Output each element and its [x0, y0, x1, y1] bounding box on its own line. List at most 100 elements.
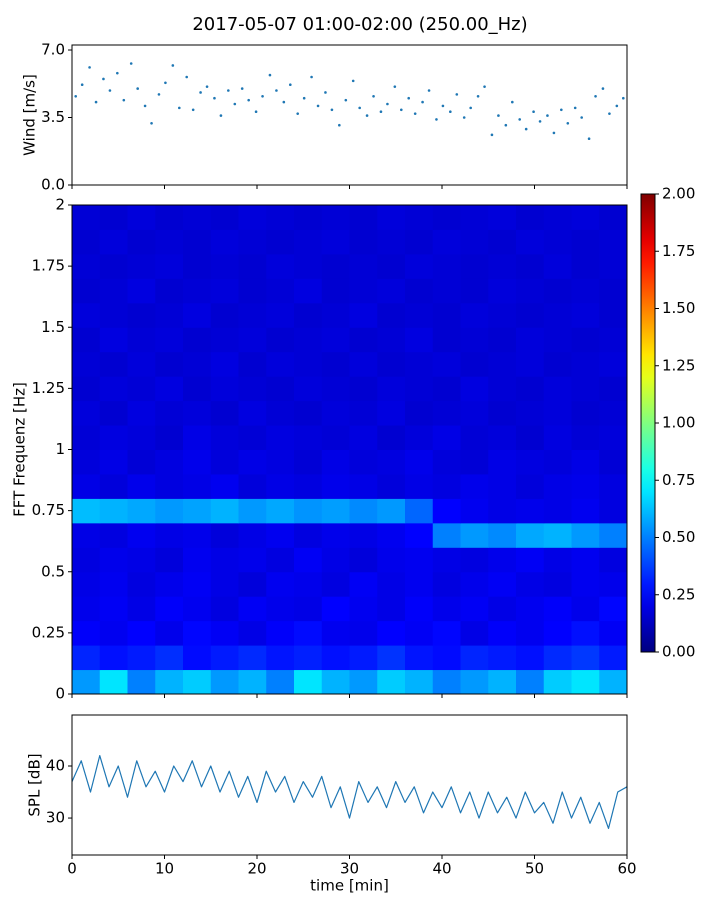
heatmap-cell — [405, 253, 434, 279]
heatmap-cell — [294, 229, 323, 255]
colorbar-tick-label: 0.50 — [662, 528, 695, 546]
heatmap-cell — [99, 327, 128, 353]
heatmap-cell — [516, 498, 545, 524]
heatmap-cell — [238, 620, 267, 646]
heatmap-cell — [127, 278, 156, 304]
heatmap-cell — [488, 473, 517, 499]
heatmap-cell — [294, 645, 323, 671]
heatmap-cell — [460, 473, 489, 499]
heatmap-cell — [516, 547, 545, 573]
heatmap-cell — [405, 400, 434, 426]
heatmap-cell — [294, 522, 323, 548]
heatmap-cell — [543, 498, 572, 524]
y-tick-label: 30 — [46, 809, 65, 827]
wind-point — [483, 85, 486, 88]
heatmap-cell — [349, 205, 378, 230]
panel — [74, 62, 625, 141]
heatmap-cell — [460, 522, 489, 548]
heatmap-cell — [99, 645, 128, 671]
heatmap-cell — [266, 547, 295, 573]
heatmap-cell — [99, 400, 128, 426]
heatmap-cell — [432, 229, 461, 255]
heatmap-cell — [599, 547, 628, 573]
heatmap-cell — [321, 302, 350, 328]
heatmap-cell — [238, 645, 267, 671]
y-axis-label: FFT Frequenz [Hz] — [11, 382, 29, 517]
heatmap-cell — [321, 547, 350, 573]
heatmap-cell — [72, 253, 101, 279]
heatmap-cell — [432, 205, 461, 230]
heatmap-cell — [599, 473, 628, 499]
y-tick-label: 0.5 — [41, 562, 65, 580]
heatmap-cell — [543, 327, 572, 353]
heatmap-cell — [321, 473, 350, 499]
heatmap-cell — [377, 596, 406, 622]
y-tick-label: 1.5 — [41, 318, 65, 336]
heatmap-cell — [294, 449, 323, 475]
wind-point — [469, 106, 472, 110]
heatmap-cell — [571, 547, 600, 573]
heatmap-cell — [571, 473, 600, 499]
heatmap-cell — [432, 376, 461, 402]
wind-point — [594, 94, 597, 98]
heatmap-cell — [321, 278, 350, 304]
heatmap-cell — [72, 620, 101, 646]
heatmap-cell — [127, 400, 156, 426]
heatmap-cell — [516, 596, 545, 622]
heatmap-cell — [543, 571, 572, 597]
heatmap-cell — [321, 498, 350, 524]
wind-point — [435, 118, 438, 121]
heatmap-cell — [488, 425, 517, 450]
x-tick-label: 30 — [340, 860, 359, 878]
heatmap-cell — [516, 645, 545, 671]
heatmap-cell — [72, 376, 101, 402]
heatmap-cell — [599, 449, 628, 475]
heatmap-cell — [377, 229, 406, 255]
wind-point — [157, 93, 161, 96]
wind-point — [421, 100, 424, 104]
heatmap-cell — [349, 547, 378, 573]
heatmap-cell — [543, 400, 572, 426]
heatmap-cell — [405, 547, 434, 573]
heatmap-cell — [488, 376, 517, 402]
heatmap-cell — [543, 596, 572, 622]
heatmap-cell — [488, 645, 517, 671]
y-tick-label: 0.0 — [41, 176, 65, 194]
heatmap-cell — [405, 376, 434, 402]
heatmap-cell — [516, 522, 545, 548]
heatmap-cell — [516, 205, 545, 230]
heatmap-cell — [72, 302, 101, 328]
heatmap-cell — [516, 278, 545, 304]
heatmap-cell — [405, 473, 434, 499]
heatmap-cell — [210, 253, 239, 279]
heatmap-cell — [321, 571, 350, 597]
figure-title: 2017-05-07 01:00-02:00 (250.00_Hz) — [192, 14, 527, 35]
heatmap-cell — [99, 498, 128, 524]
heatmap-cell — [321, 376, 350, 402]
heatmap-cell — [294, 425, 323, 450]
heatmap-cell — [127, 498, 156, 524]
y-tick-label: 1.75 — [32, 257, 65, 275]
wind-point — [150, 121, 153, 125]
heatmap-cell — [321, 645, 350, 671]
heatmap-cell — [155, 400, 184, 426]
heatmap-cell — [599, 376, 628, 402]
colorbar-tick-label: 1.25 — [662, 356, 695, 374]
colorbar-tick-label: 0.75 — [662, 471, 695, 489]
wind-point — [178, 106, 181, 110]
heatmap-cell — [377, 205, 406, 230]
heatmap-cell — [155, 425, 184, 450]
wind-point — [164, 81, 167, 85]
heatmap-cell — [127, 327, 156, 353]
heatmap-cell — [432, 253, 461, 279]
heatmap-cell — [571, 376, 600, 402]
heatmap-cell — [99, 351, 128, 377]
heatmap-cell — [183, 449, 212, 475]
heatmap-cell — [266, 351, 295, 377]
spl-line — [71, 754, 628, 830]
heatmap-cell — [460, 400, 489, 426]
heatmap-cell — [238, 596, 267, 622]
heatmap-cell — [183, 473, 212, 499]
heatmap-cell — [516, 253, 545, 279]
heatmap-cell — [238, 229, 267, 255]
